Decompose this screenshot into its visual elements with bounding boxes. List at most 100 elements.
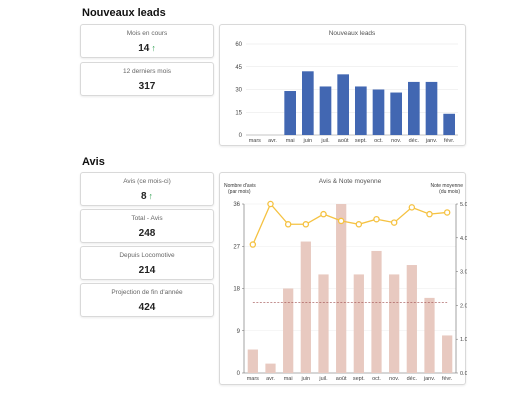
x-tick-label: mars xyxy=(247,376,259,382)
leads-bar xyxy=(337,74,349,135)
leads-bar xyxy=(284,91,296,135)
leads-current-month-card: Mois en cours 14 ↑ xyxy=(80,24,214,58)
card-label: Depuis Locomotive xyxy=(119,252,175,259)
card-value: 8 xyxy=(140,191,147,202)
note-point xyxy=(284,221,292,228)
note-point xyxy=(302,221,310,228)
card-label: Projection de fin d'année xyxy=(111,289,183,296)
note-moyenne-line xyxy=(252,202,448,245)
avis-bar xyxy=(247,349,258,373)
avis-bar xyxy=(442,335,453,373)
avis-section-title: Avis xyxy=(82,156,105,168)
note-point xyxy=(267,200,274,208)
avis-total-card: Total - Avis 248 xyxy=(80,209,214,243)
y-left-tick-label: 9 xyxy=(237,329,241,335)
y-tick-label: 0 xyxy=(239,133,243,139)
y-tick-label: 60 xyxy=(235,42,242,48)
card-value: 248 xyxy=(138,228,156,239)
x-tick-label: oct. xyxy=(372,376,381,382)
x-tick-label: nov. xyxy=(389,376,399,382)
note-point xyxy=(337,217,345,225)
card-value: 317 xyxy=(138,81,156,92)
x-tick-label: août xyxy=(336,376,347,382)
avis-bar xyxy=(406,265,417,373)
card-label: 12 derniers mois xyxy=(122,68,172,75)
y-right-tick-label: 2.0 xyxy=(460,303,467,309)
avis-chart-card: Avis & Note moyenne Nombre d'avis (par moi… xyxy=(219,172,468,385)
note-point xyxy=(355,221,363,228)
x-tick-label: déc. xyxy=(407,376,418,382)
y-left-tick-label: 27 xyxy=(233,244,240,250)
x-tick-label: sept. xyxy=(353,376,365,382)
note-point xyxy=(443,209,451,216)
note-point xyxy=(373,215,380,223)
avis-bar xyxy=(300,241,311,373)
card-value: 14 xyxy=(138,43,150,54)
avis-this-month-card: Avis (ce mois-ci) 8 ↑ xyxy=(80,172,214,206)
note-point xyxy=(408,204,416,211)
x-tick-label: juil. xyxy=(320,138,330,144)
x-tick-label: oct. xyxy=(374,138,383,144)
leads-bar xyxy=(425,81,438,135)
y-right-tick-label: 5.0 xyxy=(460,202,467,208)
y-left-label: (par mois) xyxy=(228,189,251,195)
y-left-label: Nombre d'avis xyxy=(224,183,256,189)
x-tick-label: févr. xyxy=(442,376,453,382)
card-value: 424 xyxy=(138,302,156,313)
x-tick-label: juin xyxy=(301,376,311,382)
y-right-tick-label: 0.0 xyxy=(460,371,467,377)
note-point xyxy=(320,210,327,218)
card-value: 214 xyxy=(138,265,156,276)
y-right-label: Note moyenne xyxy=(430,183,463,189)
x-tick-label: févr. xyxy=(444,138,455,144)
leads-bar xyxy=(319,86,332,135)
leads-bar-chart: Nouveaux leads 0 15 30 45 60 mars avr. mai juin ju… xyxy=(235,30,458,144)
y-right-tick-label: 4.0 xyxy=(460,236,467,242)
note-point xyxy=(390,219,398,226)
y-left-tick-label: 0 xyxy=(237,371,241,377)
x-tick-label: août xyxy=(338,138,349,144)
x-tick-label: mai xyxy=(286,138,295,144)
x-tick-label: mars xyxy=(249,138,261,144)
y-left-tick-label: 18 xyxy=(233,287,240,293)
avis-since-locomotive-card: Depuis Locomotive 214 xyxy=(80,246,214,280)
leads-bar xyxy=(302,71,314,135)
x-tick-label: janv. xyxy=(425,138,438,144)
leads-bar xyxy=(390,92,402,135)
avis-bar xyxy=(389,274,400,373)
x-tick-label: nov. xyxy=(391,138,401,144)
card-label: Mois en cours xyxy=(126,30,168,37)
x-tick-label: juin xyxy=(303,138,313,144)
avis-bar xyxy=(318,274,329,373)
leads-12-months-card: 12 derniers mois 317 xyxy=(80,62,214,96)
avis-year-projection-card: Projection de fin d'année 424 xyxy=(80,283,214,317)
x-tick-label: sept. xyxy=(355,138,367,144)
trend-up-icon: ↑ xyxy=(151,43,156,53)
avis-chart-title: Avis & Note moyenne xyxy=(319,178,382,185)
avis-bar xyxy=(371,250,382,373)
y-tick-label: 30 xyxy=(235,88,242,94)
leads-section-title: Nouveaux leads xyxy=(82,7,166,19)
x-tick-label: déc. xyxy=(409,138,420,144)
avis-combo-chart: Avis & Note moyenne Nombre d'avis(par moi… xyxy=(224,178,468,382)
avis-bar xyxy=(424,297,435,373)
leads-chart-card: Nouveaux leads 0 15 30 45 60 mars avr. mai juin ju… xyxy=(219,24,466,146)
leads-bar xyxy=(443,113,455,135)
leads-chart-title: Nouveaux leads xyxy=(329,30,376,37)
x-tick-label: avr. xyxy=(268,138,277,144)
trend-up-icon: ↑ xyxy=(148,191,154,201)
avis-bar xyxy=(353,274,364,373)
y-right-tick-label: 1.0 xyxy=(460,337,467,343)
avis-bar xyxy=(283,288,294,373)
note-point xyxy=(249,241,257,248)
y-left-tick-label: 36 xyxy=(233,202,240,208)
card-label: Total - Avis xyxy=(131,215,163,222)
leads-bar xyxy=(372,89,385,135)
y-tick-label: 15 xyxy=(235,110,242,116)
avis-bar xyxy=(336,204,347,373)
x-tick-label: avr. xyxy=(266,376,275,382)
x-tick-label: mai xyxy=(284,376,293,382)
note-point xyxy=(426,210,433,218)
leads-bar xyxy=(355,86,367,135)
y-right-tick-label: 3.0 xyxy=(460,270,467,276)
